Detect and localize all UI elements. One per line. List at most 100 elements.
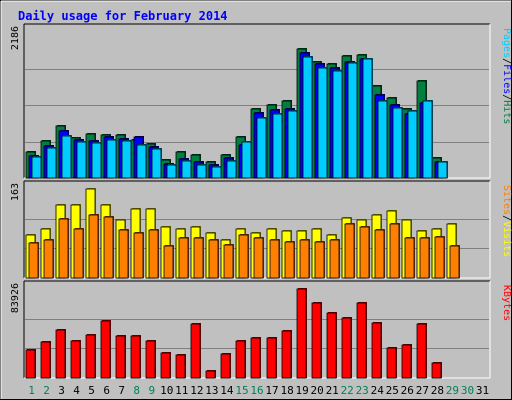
bar-sites-day-11 — [178, 237, 189, 279]
bar-sites-day-24 — [374, 229, 385, 279]
x-tick-day-8: 8 — [133, 384, 140, 397]
bar-sites-day-13 — [208, 239, 219, 279]
series-legend: Sites/Visits — [501, 185, 512, 257]
legend-kbytes: KBytes — [501, 285, 512, 321]
bar-sites-day-5 — [88, 214, 99, 279]
bar-pages-day-7 — [121, 140, 132, 179]
bar-sites-day-18 — [284, 241, 295, 279]
bar-kbytes-day-21 — [326, 312, 337, 379]
bar-kbytes-day-5 — [85, 334, 96, 379]
legend-visits: Visits — [501, 221, 512, 257]
x-tick-day-13: 13 — [205, 384, 218, 397]
bar-pages-day-10 — [166, 164, 177, 179]
bar-sites-day-25 — [389, 223, 400, 279]
bar-kbytes-day-1 — [25, 349, 36, 379]
x-tick-day-1: 1 — [28, 384, 35, 397]
bar-pages-day-25 — [392, 107, 403, 179]
bar-sites-day-21 — [329, 239, 340, 279]
bar-kbytes-day-12 — [190, 323, 201, 379]
legend-sites: Sites — [501, 185, 512, 215]
legend-hits: Hits — [501, 100, 512, 124]
x-tick-day-15: 15 — [235, 384, 248, 397]
bar-pages-day-22 — [347, 62, 358, 179]
x-tick-day-29: 29 — [446, 384, 459, 397]
bar-pages-day-21 — [332, 70, 343, 179]
panel-kbytes: 83926 KBytes — [10, 280, 512, 379]
bar-pages-day-18 — [287, 110, 298, 179]
bar-kbytes-day-7 — [115, 335, 126, 379]
bar-kbytes-day-25 — [386, 347, 397, 379]
bar-sites-day-16 — [253, 237, 264, 279]
bar-pages-day-12 — [196, 164, 207, 179]
bar-kbytes-day-11 — [175, 354, 186, 379]
bar-pages-day-14 — [226, 160, 237, 179]
bar-sites-day-29 — [449, 245, 460, 279]
x-tick-day-19: 19 — [295, 384, 308, 397]
bar-pages-day-3 — [61, 135, 72, 179]
bar-sites-day-17 — [269, 239, 280, 279]
bar-pages-day-28 — [437, 161, 448, 179]
bar-kbytes-day-14 — [220, 353, 231, 379]
bar-pages-day-8 — [136, 144, 147, 179]
bar-kbytes-day-8 — [130, 335, 141, 379]
bar-kbytes-day-24 — [371, 322, 382, 379]
x-tick-day-4: 4 — [73, 384, 80, 397]
x-tick-day-26: 26 — [401, 384, 414, 397]
y-max-label: 83926 — [10, 283, 21, 313]
chart-title: Daily usage for February 2014 — [18, 9, 228, 23]
x-tick-day-5: 5 — [88, 384, 95, 397]
x-tick-day-12: 12 — [190, 384, 203, 397]
bar-pages-day-9 — [151, 148, 162, 179]
y-max-label: 163 — [10, 183, 21, 201]
legend-separator: / — [501, 94, 512, 100]
x-tick-day-7: 7 — [118, 384, 125, 397]
bar-kbytes-day-3 — [55, 329, 66, 379]
bar-kbytes-day-18 — [281, 330, 292, 379]
bar-pages-day-11 — [181, 160, 192, 179]
bar-sites-day-4 — [73, 228, 84, 279]
x-tick-day-21: 21 — [326, 384, 339, 397]
legend-files: Files — [501, 64, 512, 94]
panel-pages-files-hits: 2186 Pages/Files/Hits — [10, 23, 512, 179]
x-tick-day-28: 28 — [431, 384, 444, 397]
x-tick-day-24: 24 — [371, 384, 385, 397]
x-tick-day-14: 14 — [220, 384, 234, 397]
x-tick-day-3: 3 — [58, 384, 65, 397]
bar-kbytes-day-6 — [100, 320, 111, 379]
bar-kbytes-day-26 — [401, 344, 412, 379]
panel-visits-sites: 163 Sites/Visits — [10, 180, 512, 279]
x-tick-day-16: 16 — [250, 384, 263, 397]
x-tick-day-30: 30 — [461, 384, 474, 397]
x-tick-day-23: 23 — [356, 384, 369, 397]
x-tick-day-27: 27 — [416, 384, 429, 397]
bar-sites-day-23 — [359, 226, 370, 279]
bar-sites-day-20 — [314, 241, 325, 279]
bar-kbytes-day-4 — [70, 340, 81, 379]
bar-sites-day-26 — [404, 237, 415, 279]
bar-sites-day-22 — [344, 223, 355, 279]
x-tick-day-6: 6 — [103, 384, 110, 397]
bar-kbytes-day-20 — [311, 302, 322, 379]
bar-kbytes-day-13 — [205, 370, 216, 379]
bar-kbytes-day-2 — [40, 341, 51, 379]
bar-pages-day-23 — [362, 58, 373, 179]
legend-separator: / — [501, 58, 512, 64]
bar-pages-day-6 — [106, 139, 117, 179]
bar-pages-day-15 — [241, 141, 252, 179]
x-axis-day-labels: 1 2 3 4 5 6 7 8 9 10 11 12 13 14 15 16 17 18 19 20 21 22 23 24 2… — [28, 384, 489, 397]
bar-sites-day-27 — [419, 237, 430, 279]
bar-sites-day-2 — [43, 239, 54, 279]
bar-kbytes-day-16 — [250, 337, 261, 379]
y-max-label: 2186 — [10, 26, 21, 50]
legend-pages: Pages — [501, 28, 512, 58]
x-tick-day-25: 25 — [386, 384, 399, 397]
x-tick-day-11: 11 — [175, 384, 188, 397]
bar-pages-day-24 — [377, 100, 388, 179]
x-tick-day-10: 10 — [160, 384, 173, 397]
bar-kbytes-day-27 — [416, 323, 427, 379]
bar-sites-day-7 — [118, 229, 129, 279]
bar-pages-day-1 — [31, 156, 42, 179]
bar-sites-day-19 — [299, 239, 310, 279]
bar-sites-day-15 — [238, 234, 249, 279]
